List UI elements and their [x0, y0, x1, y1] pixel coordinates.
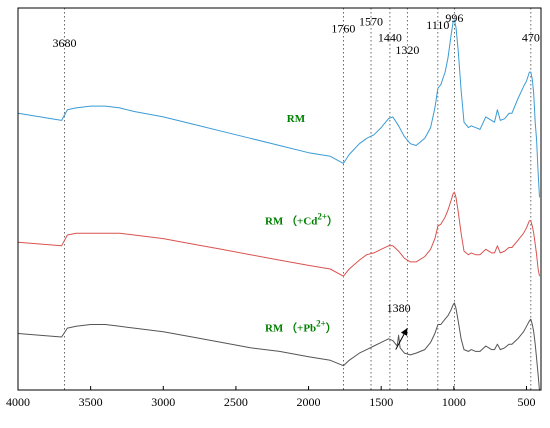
x-tick-label-2500: 2500: [224, 395, 248, 409]
peak-label-1320: 1320: [395, 43, 419, 57]
x-tick-label-3000: 3000: [151, 395, 175, 409]
x-tick-label-2000: 2000: [297, 395, 321, 409]
series-line-1: [17, 191, 540, 277]
series-label-0: RM: [287, 113, 306, 125]
x-tick-label-1500: 1500: [369, 395, 393, 409]
peak-label-1570: 1570: [359, 15, 383, 29]
series-label-2: RM （+Pb2+）: [265, 319, 337, 335]
series-label-1: RM （+Cd2+）: [265, 211, 338, 227]
peak-label-1110: 1110: [426, 18, 449, 32]
annotation-arrow-head-0: [400, 328, 408, 336]
x-axis: 4000 3500 3000 2500 2000 1500 1000 500: [6, 386, 535, 409]
peak-label-1440: 1440: [378, 31, 402, 45]
peak-label-3680: 3680: [52, 36, 76, 50]
x-tick-label-4000: 4000: [6, 395, 30, 409]
series-line-0: [17, 19, 540, 198]
x-tick-label-3500: 3500: [79, 395, 103, 409]
series-labels: RM RM （+Cd2+） RM （+Pb2+）: [265, 113, 338, 334]
peak-label-470: 470: [522, 31, 540, 45]
x-tick-label-500: 500: [517, 395, 535, 409]
plot-frame: [17, 7, 542, 391]
peak-label-1760: 1760: [331, 22, 355, 36]
peak-label-996: 996: [445, 11, 463, 25]
series-line-2: [17, 302, 540, 391]
peak-label-1380: 1380: [387, 301, 411, 315]
series-group: [17, 19, 540, 391]
x-tick-label-1000: 1000: [442, 395, 466, 409]
annotations: [395, 327, 408, 350]
